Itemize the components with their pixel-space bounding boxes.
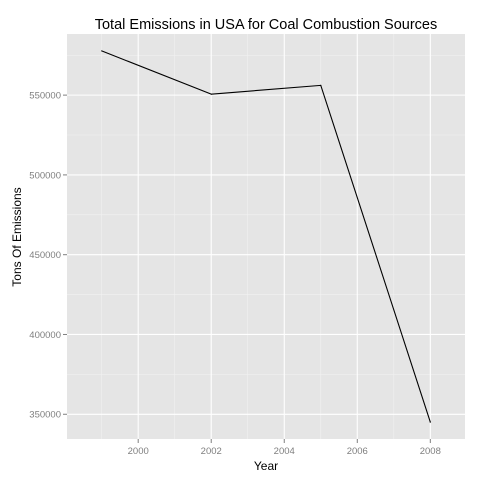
y-tick-label: 450000 <box>29 250 61 261</box>
y-tick-label: 350000 <box>29 410 61 421</box>
x-axis-title: Year <box>254 459 278 473</box>
y-tick-label: 400000 <box>29 330 61 341</box>
x-tick-label: 2002 <box>201 446 222 457</box>
data-point <box>210 93 212 95</box>
y-tick-label: 550000 <box>29 91 61 102</box>
minor-gridlines <box>67 34 465 439</box>
x-tick-label: 2006 <box>347 446 368 457</box>
y-axis-title: Tons Of Emissions <box>10 187 24 286</box>
x-tick-label: 2000 <box>128 446 149 457</box>
chart-title: Total Emissions in USA for Coal Combusti… <box>95 17 438 33</box>
y-tick-label: 500000 <box>29 170 61 181</box>
major-gridlines <box>67 34 465 439</box>
series-line <box>101 50 431 423</box>
data-point <box>101 50 103 52</box>
x-axis: 2000 2002 2004 2006 2008 <box>128 439 441 457</box>
x-tick-label: 2004 <box>274 446 295 457</box>
data-point <box>429 421 431 423</box>
plot-panel <box>67 34 465 439</box>
x-tick-label: 2008 <box>420 446 441 457</box>
y-axis: 350000 400000 450000 500000 550000 <box>29 91 67 421</box>
series-layer <box>101 50 431 423</box>
data-point <box>320 84 322 86</box>
